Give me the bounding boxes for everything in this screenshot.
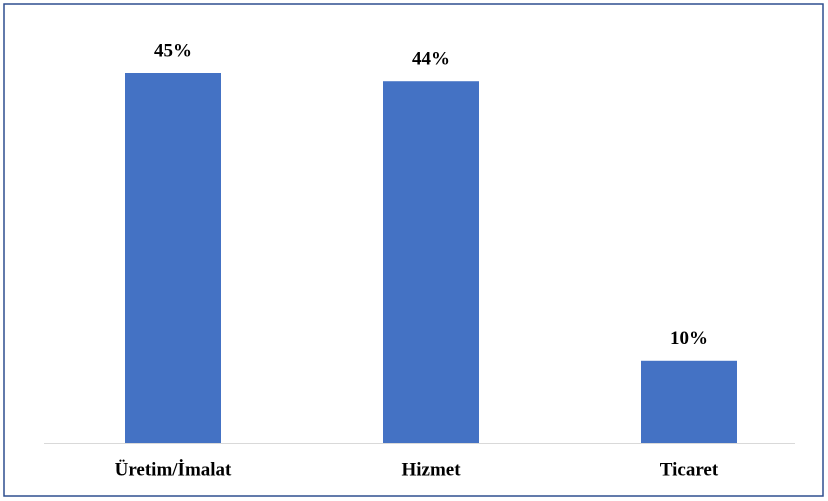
x-tick-label: Hizmet xyxy=(401,459,461,480)
bar xyxy=(383,81,479,443)
data-label: 44% xyxy=(412,49,450,70)
bar xyxy=(125,73,221,443)
bar xyxy=(641,360,737,443)
data-label: 45% xyxy=(154,40,192,61)
x-tick-label: Ticaret xyxy=(660,459,719,480)
x-tick-label: Üretim/İmalat xyxy=(115,459,232,480)
data-label: 10% xyxy=(670,328,708,349)
